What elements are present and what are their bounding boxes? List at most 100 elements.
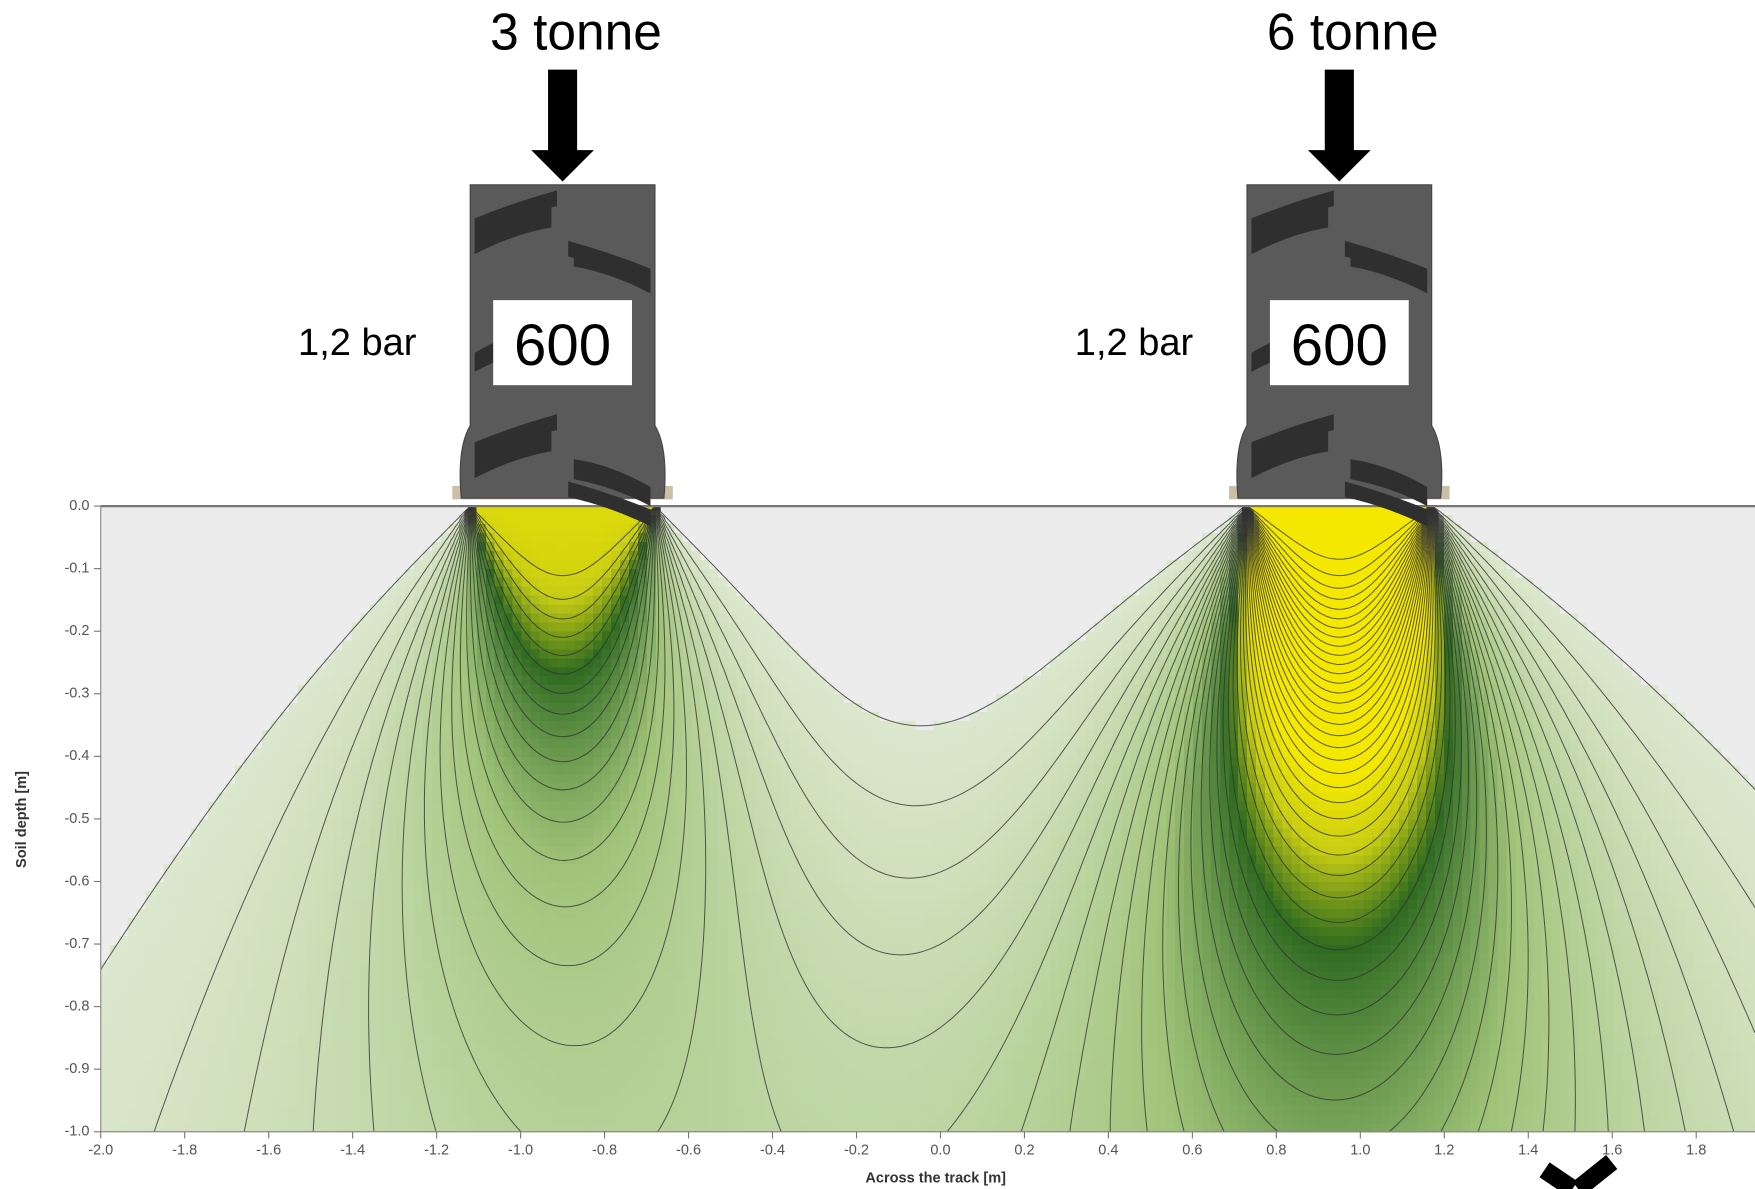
field-cell [396, 685, 406, 695]
field-cell [593, 542, 603, 552]
field-cell [298, 721, 308, 731]
field-cell [128, 999, 138, 1009]
field-cell [146, 802, 156, 812]
field-cell [128, 802, 138, 812]
field-cell [351, 811, 361, 821]
field-cell [539, 1106, 549, 1116]
field-cell [486, 712, 496, 722]
field-cell [441, 524, 451, 534]
field-cell [342, 1088, 352, 1098]
field-cell [342, 569, 352, 579]
field-cell [181, 793, 191, 803]
field-cell [566, 551, 576, 561]
field-cell [414, 766, 424, 776]
field-cell [307, 542, 317, 552]
field-cell [522, 918, 532, 928]
field-cell [396, 1079, 406, 1089]
field-cell [557, 721, 567, 731]
field-cell [101, 855, 111, 865]
field-cell [128, 846, 138, 856]
field-cell [378, 873, 388, 883]
field-cell [253, 622, 263, 632]
field-cell [271, 703, 281, 713]
field-cell [575, 981, 585, 991]
field-cell [557, 900, 567, 910]
field-cell [137, 524, 147, 534]
field-cell [101, 990, 111, 1000]
field-cell [450, 739, 460, 749]
field-cell [226, 1124, 236, 1133]
field-cell [128, 640, 138, 650]
field-cell [163, 569, 173, 579]
field-cell [316, 945, 326, 955]
field-cell [575, 676, 585, 686]
field-cell [495, 703, 505, 713]
field-cell [557, 676, 567, 686]
field-cell [217, 757, 227, 767]
field-cell [119, 685, 129, 695]
field-cell [298, 649, 308, 659]
field-cell [208, 855, 218, 865]
field-cell [441, 1043, 451, 1053]
field-cell [235, 775, 245, 785]
field-cell [253, 784, 263, 794]
field-cell [262, 569, 272, 579]
field-cell [289, 596, 299, 606]
field-cell [298, 963, 308, 973]
field-cell [289, 533, 299, 543]
field-cell [325, 748, 335, 758]
field-cell [369, 837, 379, 847]
field-cell [531, 855, 541, 865]
field-cell [226, 846, 236, 856]
field-cell [522, 936, 532, 946]
field-cell [459, 963, 469, 973]
field-cell [414, 1016, 424, 1026]
field-cell [208, 811, 218, 821]
field-cell [154, 990, 164, 1000]
field-cell [575, 918, 585, 928]
field-cell [235, 766, 245, 776]
field-cell [459, 775, 469, 785]
field-cell [280, 649, 290, 659]
field-cell [298, 945, 308, 955]
field-cell [226, 649, 236, 659]
field-cell [316, 1052, 326, 1062]
field-cell [208, 712, 218, 722]
field-cell [289, 542, 299, 552]
field-cell [137, 551, 147, 561]
field-cell [513, 927, 523, 937]
field-cell [128, 1043, 138, 1053]
field-cell [307, 999, 317, 1009]
field-cell [351, 712, 361, 722]
field-cell [289, 1079, 299, 1089]
field-cell [334, 873, 344, 883]
field-cell [298, 981, 308, 991]
field-cell [199, 909, 209, 919]
field-cell [289, 506, 299, 516]
field-cell [163, 1070, 173, 1080]
field-cell [208, 1034, 218, 1044]
field-cell [253, 828, 263, 838]
field-cell [369, 793, 379, 803]
field-cell [262, 712, 272, 722]
field-cell [378, 560, 388, 570]
field-cell [271, 909, 281, 919]
field-cell [316, 515, 326, 525]
field-cell [235, 837, 245, 847]
field-cell [495, 972, 505, 982]
field-cell [351, 506, 361, 516]
field-cell [307, 891, 317, 901]
field-cell [253, 909, 263, 919]
field-cell [584, 936, 594, 946]
field-cell [325, 900, 335, 910]
field-cell [163, 846, 173, 856]
field-cell [271, 945, 281, 955]
field-cell [199, 793, 209, 803]
field-cell [522, 533, 532, 543]
field-cell [154, 819, 164, 829]
field-cell [110, 667, 120, 677]
field-cell [110, 936, 120, 946]
field-cell [316, 1025, 326, 1035]
field-cell [226, 981, 236, 991]
field-cell [351, 1008, 361, 1018]
